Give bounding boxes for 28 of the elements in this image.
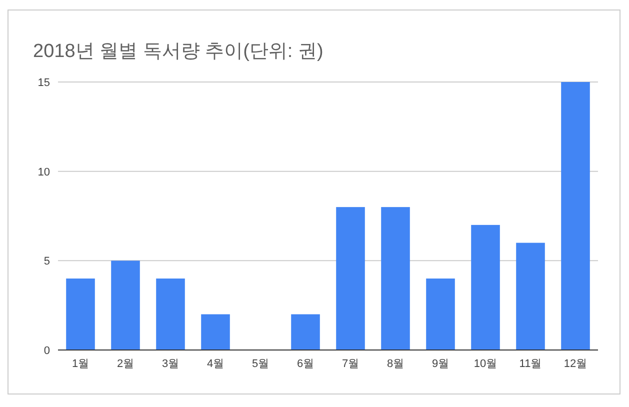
x-tick-label: 6월 bbox=[296, 358, 314, 370]
x-tick-label: 10월 bbox=[474, 358, 498, 370]
x-tick-label: 2월 bbox=[116, 358, 134, 370]
x-tick-label: 8월 bbox=[386, 358, 404, 370]
y-tick-label: 15 bbox=[38, 77, 50, 89]
bar bbox=[201, 314, 230, 350]
bar bbox=[516, 242, 545, 350]
bar bbox=[426, 278, 455, 350]
x-tick-label: 3월 bbox=[162, 358, 180, 370]
x-tick-label: 12월 bbox=[564, 358, 588, 370]
chart-title: 2018년 월별 독서량 추이(단위: 권) bbox=[33, 41, 324, 62]
bar bbox=[561, 82, 590, 350]
y-tick-label: 10 bbox=[38, 166, 50, 178]
x-tick-label: 11월 bbox=[519, 358, 542, 370]
bar bbox=[291, 314, 320, 350]
y-tick-label: 5 bbox=[44, 256, 50, 268]
bar bbox=[156, 278, 185, 350]
y-tick-label: 0 bbox=[44, 345, 50, 357]
x-tick-label: 4월 bbox=[206, 358, 224, 370]
x-tick-label: 1월 bbox=[72, 358, 90, 370]
bar bbox=[336, 207, 365, 350]
x-tick-label: 5월 bbox=[252, 358, 270, 370]
bar bbox=[66, 278, 95, 350]
bar bbox=[111, 260, 140, 350]
bar bbox=[381, 207, 410, 350]
x-tick-label: 7월 bbox=[342, 358, 360, 370]
x-tick-label: 9월 bbox=[432, 358, 450, 370]
bar bbox=[471, 224, 500, 350]
